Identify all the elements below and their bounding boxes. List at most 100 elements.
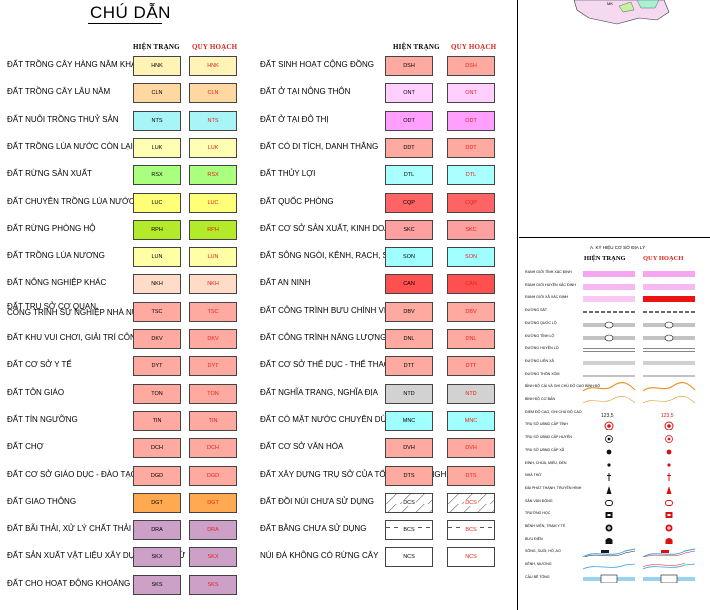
symbol-current [605, 537, 613, 544]
land-code: SKS [207, 581, 219, 588]
land-code: DGT [207, 499, 219, 506]
symbol-label: BỆNH VIỆN, TRẠM Y TẾ [525, 524, 566, 528]
current-swatch: DGT [133, 492, 181, 513]
symbol-label: ĐƯỜNG HUYỆN LỘ [525, 346, 559, 351]
planned-swatch: RPH [189, 219, 237, 240]
symbol-label: ĐÌNH, CHÙA, MIẾU, ĐỀN [525, 460, 567, 465]
current-swatch: NKH [133, 274, 181, 295]
symbol-current [583, 321, 635, 329]
symbol-label: ĐIỂM ĐỘ CAO, GHI CHÚ ĐỘ CAO [525, 409, 582, 414]
symbol-planned [643, 271, 695, 277]
symbol-current [583, 311, 635, 313]
land-code: DRA [151, 527, 163, 534]
land-code: DVH [403, 445, 415, 452]
symbol-current [582, 396, 636, 404]
land-label: ĐẤT CHUYÊN TRỒNG LÚA NƯỚC [7, 196, 135, 206]
header-planned-left: QUY HOẠCH [192, 43, 238, 51]
planned-swatch: SON [447, 247, 495, 268]
current-swatch: DTS [385, 465, 433, 486]
land-code: DNL [465, 336, 477, 342]
planned-swatch: SKX [189, 547, 237, 568]
symbol-label: KÊNH, MƯƠNG [525, 562, 552, 567]
symbol-planned [643, 348, 695, 352]
current-swatch: DRA [133, 520, 181, 541]
current-swatch: DNL [385, 329, 433, 349]
symbol-current [606, 449, 612, 455]
land-code: TON [151, 390, 163, 397]
land-code: CLN [207, 90, 219, 97]
planned-swatch: NCS [447, 547, 495, 568]
symbol-label: CẦU BÊ TÔNG [525, 574, 550, 579]
current-swatch: CLN [133, 83, 181, 104]
land-code: DRA [207, 527, 219, 534]
land-code: TIN [208, 417, 218, 424]
land-label: ĐẤT CÓ DI TÍCH, DANH THẮNG [260, 141, 379, 151]
land-label: ĐẤT CHO HOẠT ĐỘNG KHOÁNG SẢN [7, 578, 149, 588]
land-label: ĐẤT QUỐC PHÒNG [260, 196, 334, 206]
land-label: ĐẤT GIAO THÔNG [7, 496, 77, 506]
land-label: ĐẤT TÔN GIÁO [7, 387, 65, 397]
symbol-label: BÌNH ĐỘ CƠ BẢN [525, 397, 556, 401]
land-code: LUK [151, 144, 163, 151]
symbol-planned [642, 396, 696, 404]
symbol-current: 123,5 [601, 413, 614, 418]
planned-swatch: LUN [189, 247, 237, 268]
land-code: DCS [464, 499, 478, 506]
symbol-planned [642, 562, 696, 570]
symbol-header-current: HIỆN TRẠNG [584, 255, 626, 262]
land-label: ĐẤT SINH HOẠT CỘNG ĐỒNG [260, 60, 374, 69]
elevation-value: 123,5 [661, 413, 674, 418]
land-code: ODT [465, 117, 477, 124]
current-swatch: ONT [385, 83, 433, 104]
symbol-label: ĐƯỜNG THÔN XÓM [525, 371, 560, 376]
land-code: LUN [207, 254, 219, 261]
land-code: MNC [464, 417, 478, 424]
planned-swatch: LUC [189, 192, 237, 213]
symbol-planned [642, 548, 696, 558]
planned-swatch: DVH [447, 438, 495, 459]
symbol-label: BƯU ĐIỆN [525, 536, 543, 541]
land-code: DTT [465, 363, 477, 370]
current-swatch: DYT [133, 356, 181, 377]
land-code: DCH [151, 445, 163, 452]
header-current-middle: HIỆN TRẠNG [393, 43, 440, 51]
land-label: ĐẤT CÔNG TRÌNH NĂNG LƯỢNG [260, 333, 387, 342]
land-label: ĐẤT ĐỒI NÚI CHƯA SỬ DỤNG [260, 496, 374, 506]
symbol-current [583, 334, 635, 341]
land-code: DBV [465, 308, 477, 315]
symbol-planned [642, 382, 696, 392]
symbol-planned [643, 311, 695, 313]
land-code: CQP [403, 199, 415, 206]
land-code: SKC [403, 226, 415, 233]
current-swatch: TSC [133, 301, 181, 322]
land-label: ĐẤT CÓ MẶT NƯỚC CHUYÊN DÙNG [260, 414, 399, 424]
land-code: LUC [207, 199, 219, 206]
land-code: RPH [151, 226, 163, 233]
land-label: ĐẤT BẰNG CHƯA SỬ DỤNG [260, 524, 367, 534]
symbol-planned [666, 449, 672, 455]
planned-swatch: CQP [447, 192, 495, 213]
land-label: ĐẤT CƠ SỞ SẢN XUẤT, KINH DOANH [260, 223, 402, 233]
land-code: DKV [151, 336, 163, 342]
land-label: ĐẤT THỦY LỢI [260, 169, 316, 179]
planned-swatch: DTL [447, 165, 495, 186]
planned-swatch: DCS [447, 492, 495, 513]
land-code: RSX [151, 172, 163, 179]
symbol-label: ĐÀI PHÁT THANH, TRUYỀN HÌNH [525, 485, 582, 490]
symbol-label: ĐƯỜNG QUỐC LỘ [525, 320, 557, 325]
legend-panel [517, 0, 518, 610]
land-label: ĐẤT BÃI THẢI, XỬ LÝ CHẤT THẢI [7, 524, 132, 534]
land-code: DTT [403, 363, 415, 370]
planned-swatch: SKC [447, 219, 495, 240]
symbol-planned [643, 296, 695, 303]
land-code: DDT [403, 144, 415, 151]
land-label: ĐẤT XÂY DỰNG TRỤ SỞ CỦA TỔ CHỨC SỰ NGHIỆ… [260, 469, 460, 479]
symbol-label: TRỤ SỞ UBND CẤP HUYỆN [525, 435, 572, 440]
land-code: NCS [465, 554, 477, 561]
planned-swatch: DTT [447, 356, 495, 377]
symbol-planned [643, 283, 695, 290]
land-label: ĐẤT CÔNG TRÌNH BƯU CHÍNH VIỄN THÔNG [260, 305, 429, 315]
current-swatch: RPH [133, 219, 181, 240]
land-code: NTS [207, 117, 219, 124]
current-swatch: HNK [133, 56, 181, 76]
